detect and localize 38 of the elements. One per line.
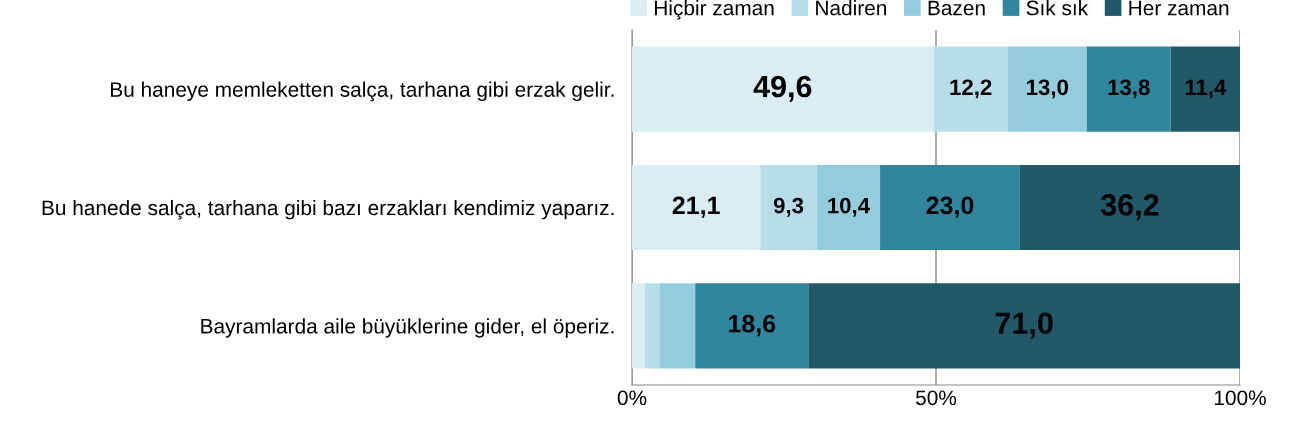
data-label: 18,6 [729, 314, 776, 337]
y-tick-label: Bayramlarda aile büyüklerine gider, el öperiz. [201, 318, 614, 338]
bar [1170, 46, 1240, 132]
bar [933, 46, 1008, 132]
data-label: 10,4 [828, 197, 870, 217]
data-label: 71,0 [995, 312, 1053, 339]
data-label: 11,4 [1185, 79, 1227, 99]
legend-label: Nadiren [816, 0, 887, 16]
bar [1019, 164, 1240, 251]
bar [695, 283, 809, 369]
bar [1007, 46, 1087, 132]
x-tick-label: 0% [617, 390, 647, 406]
y-tick-label: Bu haneye memleketten salça, tarhana gibi erzak gelir. [111, 81, 614, 102]
x-tick-label: 100% [1214, 390, 1266, 406]
data-label: 13,8 [1108, 79, 1150, 99]
bar [659, 283, 696, 369]
data-label: 49,6 [753, 75, 812, 102]
legend-label: Her zaman [1129, 0, 1229, 16]
bar [816, 164, 881, 251]
data-label: 12,2 [950, 79, 992, 99]
legend-label: Bazen [928, 0, 985, 16]
legend-label: Sık sık [1026, 0, 1089, 16]
data-label: 21,1 [672, 196, 720, 218]
data-label: 23,0 [926, 196, 974, 218]
data-label: 36,2 [1100, 194, 1159, 221]
bar [632, 46, 934, 132]
bar [632, 164, 761, 251]
bar [632, 283, 645, 369]
legend-label: Hiçbir zaman [654, 0, 774, 20]
bar [808, 283, 1240, 369]
bar [644, 283, 660, 369]
bar [760, 164, 817, 251]
bar [880, 164, 1020, 251]
y-tick-label: Bu hanede salça, tarhana gibi bazı erzakları kendimiz yaparız. [42, 199, 614, 220]
data-label: 9,3 [773, 197, 804, 217]
data-label: 13,0 [1027, 79, 1068, 99]
x-tick-label: 50% [915, 390, 957, 406]
bar [1086, 46, 1171, 132]
